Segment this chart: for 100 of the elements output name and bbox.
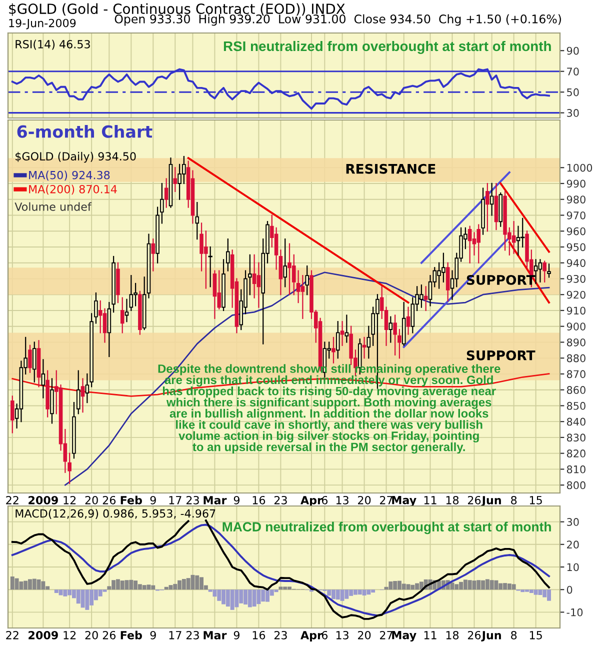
bar (129, 580, 134, 590)
x-tick-label: Mar (204, 631, 227, 640)
bar (195, 575, 200, 590)
candlestick (10, 396, 14, 434)
candlestick (340, 321, 344, 346)
candlestick (446, 262, 450, 302)
y-tick-label: 990 (566, 180, 586, 188)
x-tick-label: 16 (252, 630, 266, 640)
bar (366, 590, 371, 595)
bar (256, 590, 261, 604)
candlestick (41, 359, 46, 398)
band-label: SUPPORT (466, 350, 536, 360)
y-tick-label: 0 (566, 586, 572, 594)
candlestick (256, 262, 261, 308)
bar (406, 584, 410, 590)
x-tick-label: 2009 (28, 496, 58, 504)
candlestick (164, 178, 168, 208)
x-tick-label: 13 (336, 496, 348, 504)
bar (120, 580, 124, 590)
x-tick-label: 6 (322, 630, 328, 640)
annotation: MACD(12,26,9) 0.986, 5.953, -4.967 (16, 509, 216, 519)
x-tick-label: Apr (300, 631, 322, 642)
bar (388, 581, 393, 590)
bar (142, 585, 146, 590)
x-tick-label: May (392, 496, 416, 507)
annotation: RSI(14) 46.53 (16, 40, 90, 50)
x-tick-label: 20 (358, 496, 371, 504)
x-tick-label: 23 (274, 630, 287, 640)
bar (362, 590, 366, 596)
y-tick-label: 850 (566, 402, 586, 410)
x-tick-label: 2009 (28, 630, 58, 640)
x-tick-label: 17 (169, 496, 182, 504)
y-tick-label: 30 (567, 109, 579, 117)
candlestick (248, 254, 252, 296)
y-tick-label: 20 (567, 540, 579, 549)
x-tick-label: 9 (234, 630, 240, 640)
candlestick (173, 167, 178, 192)
candlestick (344, 314, 349, 343)
candlestick (94, 292, 98, 324)
x-tick-label: 8 (511, 496, 517, 504)
y-tick-label: 30 (567, 518, 579, 526)
candlestick (50, 378, 54, 424)
y-tick-label: 970 (566, 211, 586, 220)
x-tick-label: 26 (102, 496, 116, 504)
candlestick (278, 250, 283, 296)
bar (186, 578, 190, 590)
candlestick (476, 224, 481, 264)
x-tick-label: 9 (150, 496, 156, 504)
x-tick-label: 20 (85, 630, 98, 640)
candlestick (512, 221, 516, 254)
line-series (64, 272, 550, 486)
x-tick-label: 20 (85, 496, 98, 504)
candlestick (472, 232, 476, 256)
x-tick-label: 26 (102, 630, 116, 640)
candlestick (336, 321, 340, 359)
y-tick-label: 860 (566, 386, 586, 394)
x-tick-label: Feb (120, 630, 142, 640)
bar (41, 581, 46, 590)
y-tick-label: 820 (566, 450, 586, 458)
x-tick-label: 23 (274, 496, 287, 504)
y-tick-label: 880 (566, 354, 586, 362)
candlestick (76, 370, 80, 414)
x-tick-label: 6 (322, 496, 328, 504)
y-tick-label: 90 (566, 46, 579, 55)
x-tick-label: 16 (252, 496, 266, 504)
bar (512, 584, 516, 590)
bar (98, 590, 102, 596)
y-tick-label: 1000 (567, 164, 592, 172)
bar (252, 590, 256, 607)
bar (85, 590, 90, 610)
y-tick-label: 10 (567, 563, 579, 572)
candlestick (520, 218, 525, 248)
bar (410, 584, 415, 590)
candlestick (547, 264, 551, 278)
candlestick (538, 259, 542, 282)
bar (490, 580, 494, 590)
x-tick-label: 18 (446, 630, 459, 640)
y-tick-label: 980 (566, 196, 586, 204)
candlestick (129, 274, 134, 312)
x-tick-label: 15 (530, 496, 542, 504)
candlestick (410, 297, 415, 334)
bar (173, 584, 178, 590)
candlestick (134, 282, 138, 306)
candlestick (388, 316, 393, 343)
bar (151, 585, 156, 590)
x-tick-label: 27 (380, 496, 392, 504)
candlestick (362, 336, 366, 359)
x-tick-label: 26 (468, 630, 481, 640)
candlestick (32, 342, 36, 382)
y-tick-label: 930 (566, 274, 586, 283)
x-tick-label: 11 (424, 496, 436, 504)
bar (454, 584, 459, 590)
bar (344, 590, 349, 599)
y-tick-label: 800 (566, 481, 586, 490)
y-tick-label: 830 (566, 434, 586, 442)
candlestick (274, 227, 278, 270)
x-tick-label: 9 (234, 496, 240, 504)
candlestick (252, 254, 256, 298)
candlestick (102, 308, 107, 343)
candlestick (305, 265, 309, 296)
